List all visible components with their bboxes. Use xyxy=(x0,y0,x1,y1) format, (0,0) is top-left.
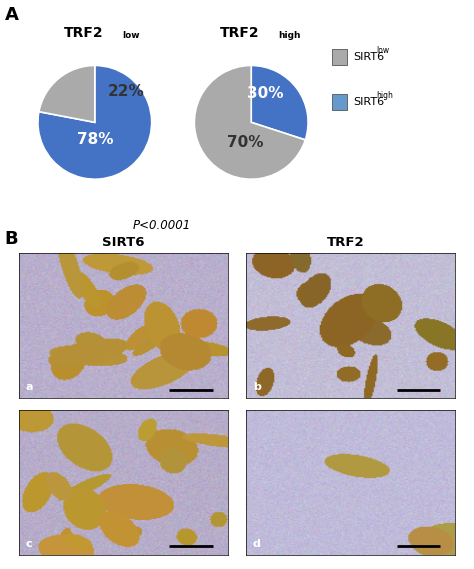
Text: A: A xyxy=(5,6,18,24)
Text: TRF2: TRF2 xyxy=(327,236,365,249)
Text: 70%: 70% xyxy=(227,135,264,150)
Wedge shape xyxy=(38,65,152,179)
Text: SIRT6: SIRT6 xyxy=(353,97,384,108)
Text: B: B xyxy=(5,230,18,249)
Text: TRF2: TRF2 xyxy=(220,26,260,40)
Wedge shape xyxy=(251,65,308,140)
Text: high: high xyxy=(376,91,393,100)
Wedge shape xyxy=(39,65,95,122)
Text: 78%: 78% xyxy=(76,132,113,147)
Text: b: b xyxy=(253,382,261,393)
Text: d: d xyxy=(253,539,261,549)
Text: 22%: 22% xyxy=(108,84,145,98)
Text: 30%: 30% xyxy=(247,86,284,101)
Text: c: c xyxy=(25,539,32,549)
Text: a: a xyxy=(25,382,33,393)
Text: TRF2: TRF2 xyxy=(64,26,103,40)
Text: high: high xyxy=(278,31,301,40)
Wedge shape xyxy=(194,65,305,179)
Text: P<0.0001: P<0.0001 xyxy=(133,219,191,232)
Text: SIRT6: SIRT6 xyxy=(102,236,145,249)
Text: low: low xyxy=(122,31,139,40)
Text: SIRT6: SIRT6 xyxy=(353,52,384,62)
Text: low: low xyxy=(376,46,389,55)
